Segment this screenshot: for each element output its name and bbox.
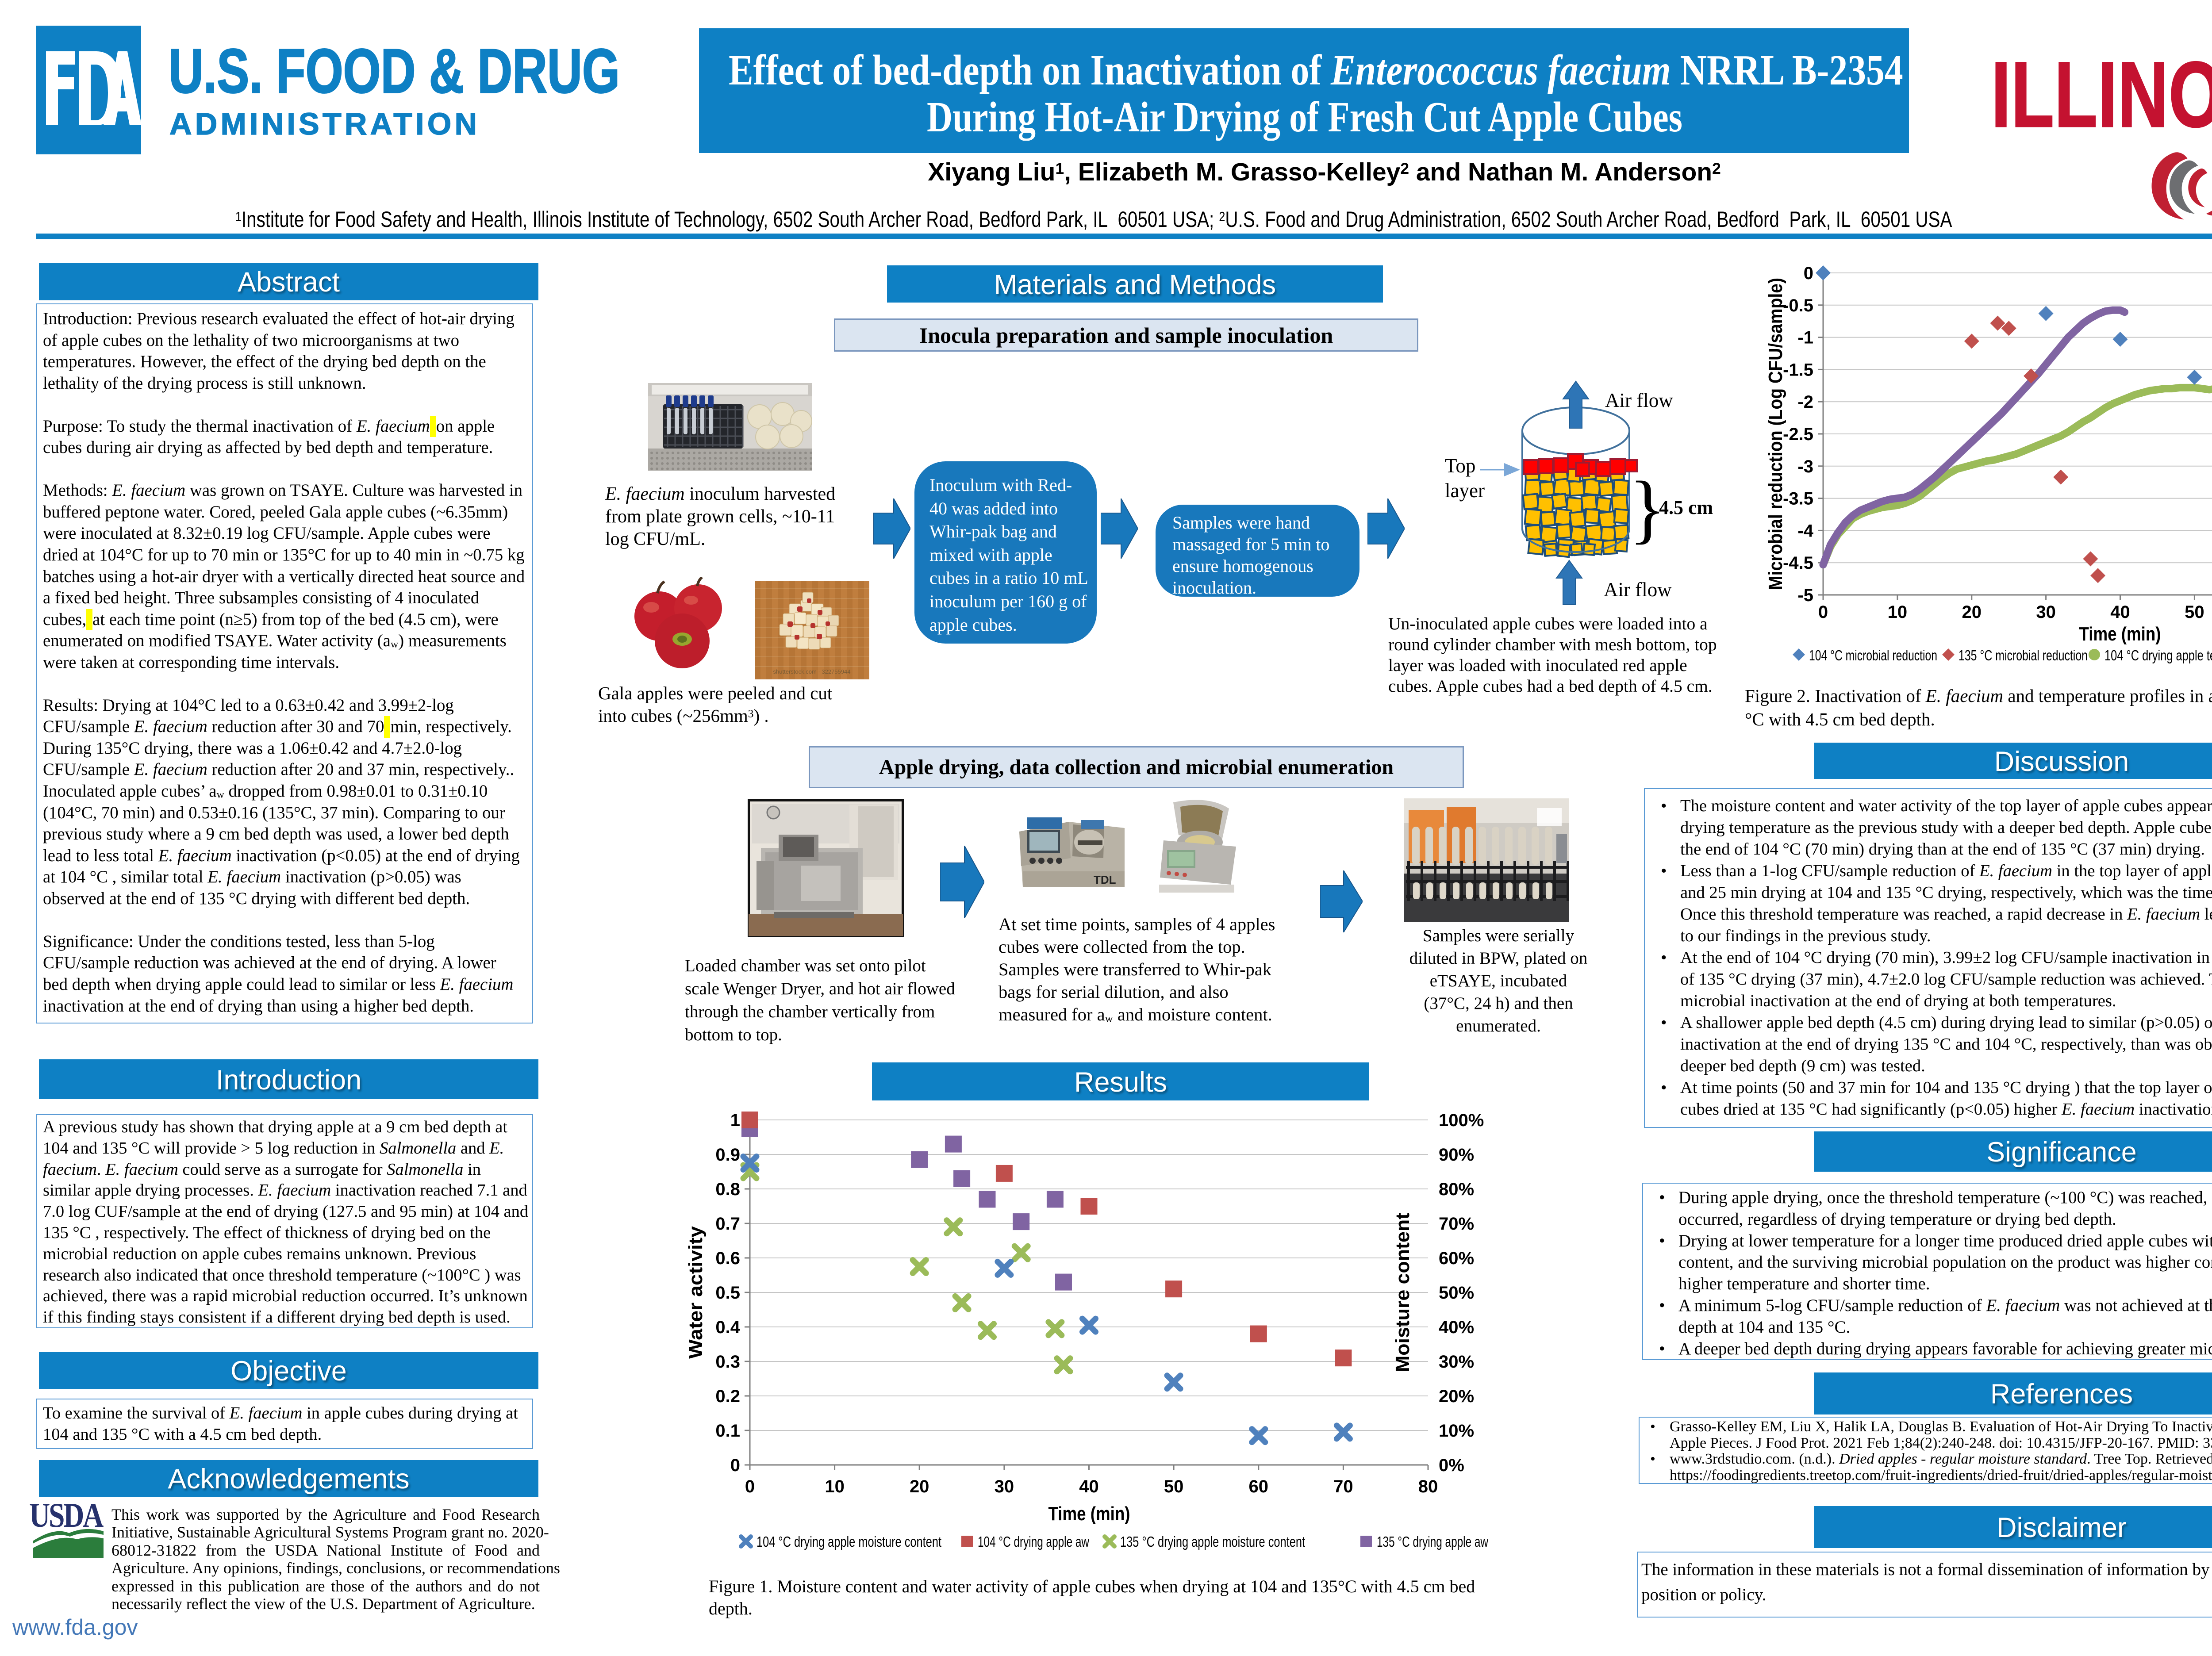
svg-text:}: } <box>1629 465 1666 551</box>
svg-text:60: 60 <box>1249 1477 1269 1496</box>
svg-text:-5: -5 <box>1797 586 1813 605</box>
svg-text:0.7: 0.7 <box>715 1214 740 1234</box>
svg-text:0.3: 0.3 <box>715 1352 740 1372</box>
svg-text:Moisture content: Moisture content <box>1392 1213 1413 1372</box>
svg-text:90%: 90% <box>1439 1145 1474 1165</box>
svg-text:40: 40 <box>2110 602 2130 622</box>
svg-text:135 °C drying apple aw: 135 °C drying apple aw <box>1377 1533 1488 1550</box>
svg-text:104 °C drying apple moisture c: 104 °C drying apple moisture content <box>757 1533 941 1550</box>
svg-text:layer: layer <box>1445 479 1485 502</box>
svg-text:1: 1 <box>730 1111 740 1130</box>
svg-text:135 °C drying apple moisture c: 135 °C drying apple moisture content <box>1120 1533 1305 1550</box>
svg-text:104 °C microbial reduction: 104 °C microbial reduction <box>1809 647 1937 663</box>
svg-text:104 °C drying apple temperatur: 104 °C drying apple temperature <box>2104 647 2212 663</box>
svg-text:-2.5: -2.5 <box>1783 425 1813 444</box>
svg-text:0%: 0% <box>1439 1456 1464 1475</box>
svg-text:Air flow: Air flow <box>1604 579 1672 601</box>
svg-text:70%: 70% <box>1439 1214 1474 1234</box>
svg-text:30%: 30% <box>1439 1352 1474 1372</box>
svg-text:60%: 60% <box>1439 1249 1474 1268</box>
svg-text:USDA: USDA <box>29 1499 104 1534</box>
svg-text:-3.5: -3.5 <box>1783 489 1813 509</box>
svg-text:20: 20 <box>1962 602 1982 622</box>
svg-text:50%: 50% <box>1439 1283 1474 1303</box>
svg-text:40%: 40% <box>1439 1318 1474 1337</box>
svg-text:TDL: TDL <box>1094 873 1116 886</box>
svg-text:-4: -4 <box>1797 521 1813 540</box>
svg-text:-1: -1 <box>1797 328 1813 348</box>
svg-text:10%: 10% <box>1439 1421 1474 1441</box>
svg-text:135 °C microbial reduction: 135 °C microbial reduction <box>1959 647 2088 663</box>
svg-text:30: 30 <box>995 1477 1014 1496</box>
svg-text:80%: 80% <box>1439 1180 1474 1199</box>
svg-text:Top: Top <box>1445 455 1475 477</box>
svg-text:4.5 cm: 4.5 cm <box>1659 497 1713 518</box>
svg-text:104 °C drying apple aw: 104 °C drying apple aw <box>978 1533 1089 1550</box>
svg-text:100%: 100% <box>1439 1111 1484 1130</box>
svg-text:0: 0 <box>745 1477 755 1496</box>
svg-text:0.5: 0.5 <box>715 1283 740 1303</box>
svg-text:0.6: 0.6 <box>715 1249 740 1268</box>
svg-text:20%: 20% <box>1439 1387 1474 1406</box>
svg-text:10: 10 <box>1888 602 1908 622</box>
svg-text:50: 50 <box>1164 1477 1184 1496</box>
svg-text:80: 80 <box>1418 1477 1438 1496</box>
svg-text:0: 0 <box>1804 264 1813 283</box>
svg-text:-1.5: -1.5 <box>1783 360 1813 380</box>
svg-text:20: 20 <box>910 1477 929 1496</box>
svg-text:30: 30 <box>2036 602 2056 622</box>
svg-text:Water activity: Water activity <box>685 1226 707 1359</box>
svg-text:-0.5: -0.5 <box>1783 296 1813 315</box>
svg-text:Microbial reduction (Log CFU/s: Microbial reduction (Log CFU/sample) <box>1765 278 1786 590</box>
svg-text:50: 50 <box>2185 602 2204 622</box>
svg-text:0.4: 0.4 <box>715 1318 740 1337</box>
svg-text:-2: -2 <box>1797 392 1813 412</box>
svg-text:70: 70 <box>1333 1477 1353 1496</box>
svg-text:0: 0 <box>1818 602 1828 622</box>
svg-text:Time (min): Time (min) <box>1048 1503 1130 1525</box>
svg-text:shutterstock.com · 322755944: shutterstock.com · 322755944 <box>773 668 851 675</box>
svg-text:0.9: 0.9 <box>715 1145 740 1165</box>
svg-text:Air flow: Air flow <box>1605 389 1673 411</box>
svg-text:40: 40 <box>1079 1477 1099 1496</box>
svg-text:Time (min): Time (min) <box>2079 623 2161 645</box>
svg-text:0.8: 0.8 <box>715 1180 740 1199</box>
svg-text:0: 0 <box>730 1456 740 1475</box>
svg-text:10: 10 <box>825 1477 845 1496</box>
svg-text:0.1: 0.1 <box>715 1421 740 1441</box>
svg-text:-3: -3 <box>1797 457 1813 476</box>
svg-text:-4.5: -4.5 <box>1783 553 1813 573</box>
svg-text:0.2: 0.2 <box>715 1387 740 1406</box>
